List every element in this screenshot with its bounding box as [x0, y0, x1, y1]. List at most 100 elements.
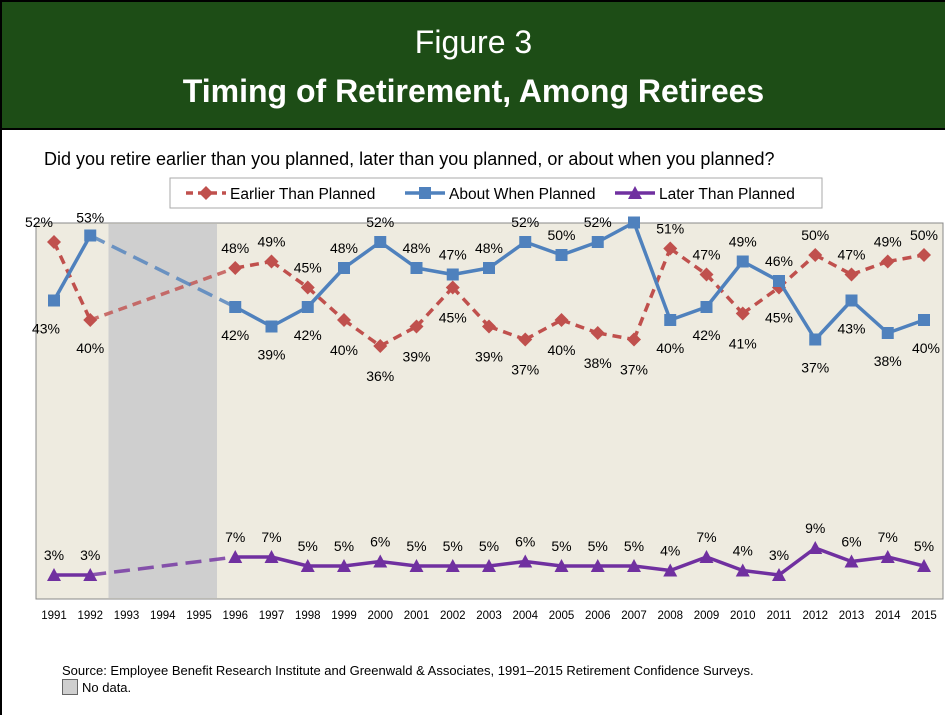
- data-label: 48%: [475, 240, 503, 256]
- series-line-segment: [887, 318, 925, 335]
- data-label: 7%: [878, 529, 898, 545]
- data-label: 53%: [76, 210, 104, 226]
- series-line-segment: [90, 555, 236, 577]
- data-point: [773, 275, 785, 287]
- series-line-segment: [669, 247, 708, 276]
- legend-label: Later Than Planned: [659, 186, 795, 203]
- x-tick-label: 2006: [585, 610, 611, 622]
- series-line-segment: [633, 564, 671, 573]
- data-label: 36%: [366, 368, 394, 384]
- data-label: 49%: [729, 234, 757, 250]
- data-point: [627, 332, 641, 347]
- data-point: [373, 339, 388, 353]
- data-point: [519, 236, 532, 248]
- data-point: [555, 249, 568, 261]
- series-line-segment: [451, 286, 491, 328]
- survey-question: Did you retire earlier than you planned,…: [44, 149, 775, 169]
- figure-title: Timing of Retirement, Among Retirees: [182, 73, 765, 109]
- data-point: [410, 262, 423, 274]
- series-line-segment: [705, 260, 745, 309]
- data-label: 40%: [547, 342, 575, 358]
- data-point: [736, 255, 749, 268]
- data-label: 49%: [257, 234, 285, 250]
- data-point: [264, 254, 279, 269]
- data-label: 38%: [874, 353, 902, 369]
- data-label: 3%: [80, 547, 100, 563]
- data-label: 37%: [801, 360, 829, 376]
- data-label: 42%: [221, 327, 249, 343]
- data-label: 48%: [221, 240, 249, 256]
- data-point: [590, 326, 605, 340]
- data-point: [337, 559, 351, 572]
- series-line-segment: [669, 555, 708, 573]
- series-line-segment: [705, 273, 745, 315]
- series-line-segment: [342, 318, 382, 348]
- series-line-segment: [632, 221, 672, 321]
- data-label: 52%: [511, 214, 539, 230]
- data-label: 6%: [515, 534, 535, 550]
- x-tick-label: 2001: [404, 610, 430, 622]
- x-tick-label: 2004: [512, 610, 538, 622]
- data-label: 52%: [25, 214, 53, 230]
- data-label: 45%: [439, 310, 467, 326]
- data-label: 7%: [696, 529, 716, 545]
- data-point: [881, 327, 894, 339]
- data-label: 46%: [765, 253, 793, 269]
- series-line-segment: [850, 259, 889, 277]
- legend-label: Earlier Than Planned: [230, 186, 375, 203]
- legend-box: [169, 177, 823, 209]
- data-label: 37%: [511, 362, 539, 378]
- series-line-segment: [851, 555, 888, 564]
- data-point: [554, 559, 569, 572]
- data-label: 48%: [330, 240, 358, 256]
- series-line-segment: [597, 331, 635, 342]
- data-point: [83, 568, 98, 581]
- series-line-segment: [525, 559, 562, 568]
- series-earlier: [52, 241, 925, 348]
- x-tick-label: 1998: [295, 610, 321, 622]
- data-label: 6%: [370, 534, 390, 550]
- data-point: [917, 248, 931, 262]
- x-tick-label: 2012: [802, 610, 828, 622]
- data-point: [590, 559, 605, 572]
- no-data-note: No data.: [62, 679, 131, 695]
- data-point: [445, 559, 460, 572]
- data-point: [373, 554, 388, 568]
- data-label: 50%: [910, 227, 938, 243]
- x-tick-label: 1995: [186, 610, 212, 622]
- data-point: [83, 313, 98, 327]
- series-line-segment: [342, 240, 382, 270]
- series-line-segment: [742, 568, 780, 577]
- data-point: [264, 550, 279, 563]
- data-point: [554, 313, 569, 327]
- series-line-segment: [596, 220, 635, 244]
- data-point: [663, 563, 678, 577]
- data-point: [482, 319, 496, 334]
- data-label: 43%: [32, 321, 60, 337]
- data-label: 5%: [551, 538, 571, 554]
- series-line-segment: [850, 299, 889, 335]
- data-point: [663, 241, 678, 256]
- legend: Earlier Than Planned About When Planned La…: [169, 177, 823, 209]
- x-tick-label: 2009: [694, 610, 720, 622]
- series-line-segment: [379, 324, 418, 348]
- series-line-segment: [488, 559, 526, 568]
- data-point: [880, 550, 895, 563]
- data-point: [265, 320, 278, 333]
- series-line-segment: [741, 259, 780, 283]
- data-label: 37%: [620, 362, 648, 378]
- x-tick-label: 2000: [367, 610, 393, 622]
- series-about: [52, 220, 925, 341]
- data-point: [483, 262, 495, 274]
- data-point: [808, 248, 823, 262]
- x-tick-label: 2007: [621, 610, 647, 622]
- legend-marker: [199, 186, 213, 200]
- x-tick-label: 2011: [767, 610, 792, 622]
- data-label: 49%: [874, 234, 902, 250]
- series-line-segment: [632, 247, 672, 341]
- data-point: [917, 559, 931, 572]
- data-point: [300, 559, 315, 572]
- data-label: 43%: [837, 321, 865, 337]
- data-point: [337, 313, 351, 327]
